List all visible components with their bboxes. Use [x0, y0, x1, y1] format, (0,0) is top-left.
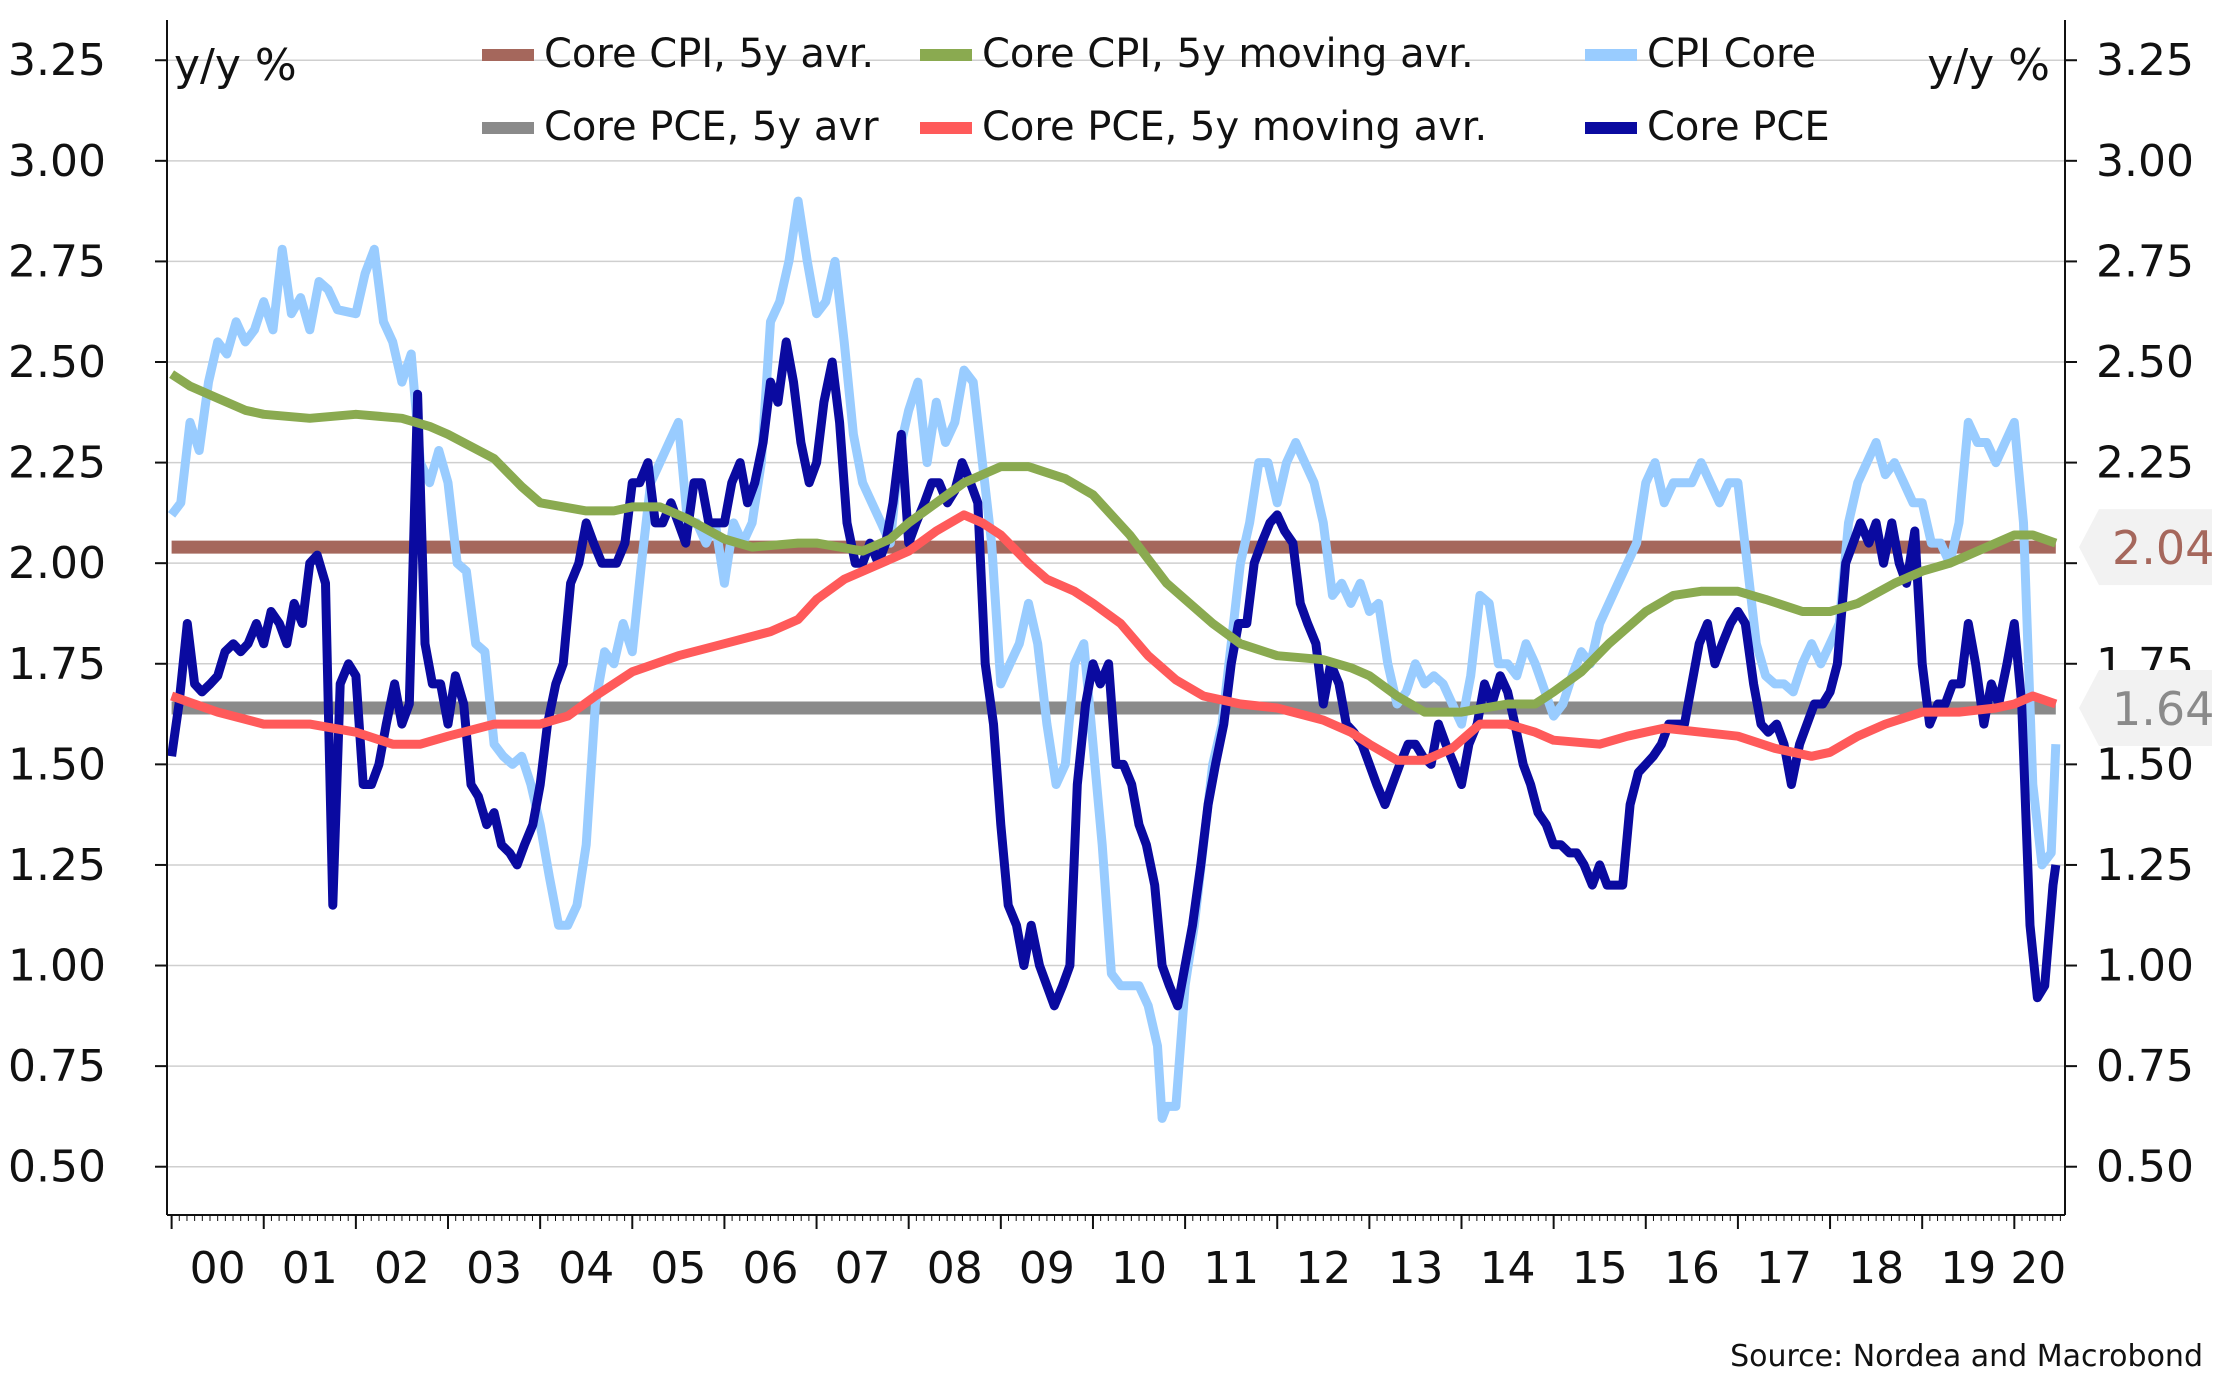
x-tick-label: 13 [1387, 1243, 1443, 1294]
x-tick-label: 11 [1203, 1243, 1259, 1294]
end-value-badge [2079, 509, 2212, 586]
legend-label: Core PCE, 5y avr [544, 104, 879, 150]
end-value-label: 2.04 [2112, 521, 2214, 575]
x-tick-label: 09 [1019, 1243, 1075, 1294]
x-tick-label: 16 [1664, 1243, 1720, 1294]
left-unit-label: y/y % [174, 40, 297, 91]
y-tick-label-left: 3.00 [8, 136, 106, 187]
x-axis: 00 01 02 03 04 05 06 07 08 09 10 11 12 13 14 15 16 17 18 19… [170, 1215, 2066, 1294]
y-tick-label-right: 1.00 [2096, 941, 2194, 992]
x-tick-label: 07 [835, 1243, 891, 1294]
x-tick-label: 10 [1111, 1243, 1167, 1294]
series-line-core-cpi-5y-moving-avr [169, 370, 2058, 717]
legend-label: Core CPI, 5y moving avr. [982, 31, 1474, 77]
y-tick-label-right: 2.25 [2096, 438, 2194, 489]
y-tick-label-right: 0.75 [2096, 1041, 2194, 1092]
series-lines [167, 196, 2061, 1123]
x-tick-label: 17 [1756, 1243, 1812, 1294]
y-tick-label-left: 0.50 [8, 1142, 106, 1193]
x-tick-label: 02 [374, 1243, 430, 1294]
x-tick-label: 18 [1848, 1243, 1904, 1294]
y-tick-label-left: 2.50 [8, 337, 106, 388]
y-tick-label-left: 0.75 [8, 1041, 106, 1092]
grid-lines [167, 59, 2065, 1168]
left-y-axis: 0.50 0.75 1.00 1.25 1.50 1.75 2.00 2.25 2.50 2.75… [8, 35, 167, 1193]
x-tick-label: 15 [1572, 1243, 1628, 1294]
legend-label: CPI Core [1647, 31, 1816, 77]
x-tick-label: 12 [1295, 1243, 1351, 1294]
source-note: Source: Nordea and Macrobond [1730, 1339, 2203, 1374]
legend-label: Core PCE, 5y moving avr. [982, 104, 1487, 150]
x-tick-label: 00 [190, 1243, 246, 1294]
x-tick-label: 03 [466, 1243, 522, 1294]
end-value-badge [2079, 670, 2212, 747]
y-tick-label-left: 1.00 [8, 941, 106, 992]
x-tick-label: 05 [650, 1243, 706, 1294]
right-unit-label: y/y % [1927, 40, 2050, 91]
legend-label: Core CPI, 5y avr. [544, 31, 874, 77]
y-tick-label-left: 1.50 [8, 739, 106, 790]
y-tick-label-left: 1.25 [8, 840, 106, 891]
y-tick-label-right: 2.75 [2096, 236, 2194, 287]
end-value-badges: 2.04 1.64 [2079, 509, 2214, 747]
y-tick-label-right: 0.50 [2096, 1142, 2194, 1193]
x-tick-label: 19 [1940, 1243, 1996, 1294]
y-tick-label-right: 1.25 [2096, 840, 2194, 891]
series-line-cpi-core [168, 196, 2061, 1123]
series-line-core-pce-5y-moving-avr [170, 510, 2058, 765]
x-tick-label: 06 [742, 1243, 798, 1294]
series-line-core-pce [167, 337, 2061, 1011]
legend: Core CPI, 5y avr. Core CPI, 5y moving avr… [482, 31, 1830, 150]
y-tick-label-right: 3.25 [2096, 35, 2194, 86]
x-tick-label: 20 [2010, 1243, 2066, 1294]
y-tick-label-left: 1.75 [8, 639, 106, 690]
y-tick-label-left: 3.25 [8, 35, 106, 86]
legend-label: Core PCE [1647, 104, 1830, 150]
right-y-axis: 0.500.751.001.251.501.752.002.252.502.75… [2065, 35, 2194, 1193]
end-value-label: 1.64 [2112, 682, 2214, 736]
x-tick-label: 14 [1480, 1243, 1536, 1294]
x-tick-label: 04 [558, 1243, 614, 1294]
y-tick-label-right: 1.50 [2096, 739, 2194, 790]
y-tick-label-left: 2.25 [8, 438, 106, 489]
y-tick-label-right: 3.00 [2096, 136, 2194, 187]
y-tick-label-left: 2.00 [8, 538, 106, 589]
y-tick-label-left: 2.75 [8, 236, 106, 287]
x-tick-label: 08 [927, 1243, 983, 1294]
y-tick-label-right: 2.50 [2096, 337, 2194, 388]
x-tick-label: 01 [282, 1243, 338, 1294]
